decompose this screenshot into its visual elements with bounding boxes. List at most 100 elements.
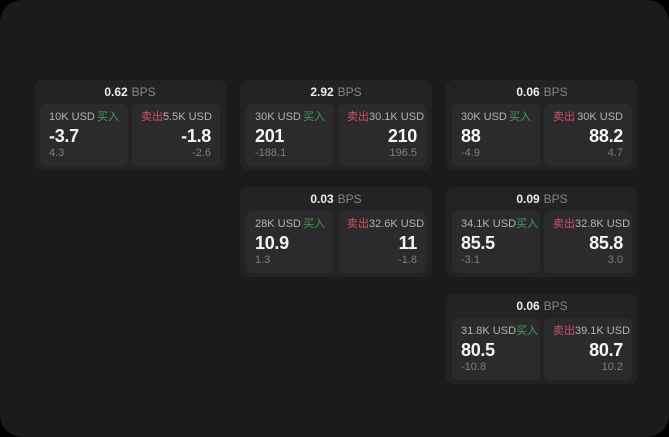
buy-price: 85.5 xyxy=(461,233,495,253)
spread-header: 0.09 BPS xyxy=(446,187,638,211)
sell-size: 30.1K USD xyxy=(369,111,425,123)
sell-panel-top: 卖出 39.1K USD xyxy=(553,325,630,338)
quote-card: 0.03 BPS 28K USD 买入 10.9 1.3 卖出 32.6K US… xyxy=(240,187,432,277)
sell-size: 32.8K USD xyxy=(575,218,631,230)
sell-panel-top: 卖出 30K USD xyxy=(553,111,623,124)
buy-side-label: 买入 xyxy=(303,111,325,123)
sell-delta: 196.5 xyxy=(389,147,417,159)
buy-panel-top: 31.8K USD 买入 xyxy=(461,325,538,338)
buy-delta: 1.3 xyxy=(255,254,271,266)
buy-panel[interactable]: 10K USD 买入 -3.7 4.3 xyxy=(40,104,128,166)
quote-card: 0.06 BPS 31.8K USD 买入 80.5 -10.8 卖出 39.1… xyxy=(446,294,638,384)
sell-price: -1.8 xyxy=(181,126,211,146)
spread-header: 0.03 BPS xyxy=(240,187,432,211)
buy-side-label: 买入 xyxy=(303,218,325,230)
sell-delta: -1.8 xyxy=(398,254,417,266)
sell-price: 88.2 xyxy=(589,126,623,146)
spread-header: 0.06 BPS xyxy=(446,80,638,104)
sell-size: 30K USD xyxy=(577,111,623,123)
sell-delta: 3.0 xyxy=(607,254,623,266)
quote-panels: 10K USD 买入 -3.7 4.3 卖出 5.5K USD -1.8 -2.… xyxy=(34,104,226,172)
buy-delta: -3.1 xyxy=(461,254,480,266)
buy-size: 34.1K USD xyxy=(461,218,517,230)
spread-value: 0.06 xyxy=(516,85,540,99)
sell-side-label: 卖出 xyxy=(141,111,163,123)
sell-panel[interactable]: 卖出 30.1K USD 210 196.5 xyxy=(338,104,426,166)
quote-panels: 34.1K USD 买入 85.5 -3.1 卖出 32.8K USD 85.8… xyxy=(446,211,638,279)
buy-price: 10.9 xyxy=(255,233,289,253)
sell-panel[interactable]: 卖出 32.6K USD 11 -1.8 xyxy=(338,211,426,273)
buy-panel[interactable]: 31.8K USD 买入 80.5 -10.8 xyxy=(452,318,540,380)
buy-price: -3.7 xyxy=(49,126,79,146)
quote-card: 0.62 BPS 10K USD 买入 -3.7 4.3 卖出 5.5K USD xyxy=(34,80,226,170)
spread-value: 0.09 xyxy=(516,192,540,206)
buy-delta: -188.1 xyxy=(255,147,287,159)
buy-price: 88 xyxy=(461,126,481,146)
quote-panels: 30K USD 买入 201 -188.1 卖出 30.1K USD 210 1… xyxy=(240,104,432,172)
buy-panel[interactable]: 28K USD 买入 10.9 1.3 xyxy=(246,211,334,273)
buy-panel-top: 30K USD 买入 xyxy=(255,111,325,124)
buy-panel[interactable]: 30K USD 买入 88 -4.9 xyxy=(452,104,540,166)
buy-side-label: 买入 xyxy=(97,111,119,123)
spread-unit: BPS xyxy=(543,299,568,313)
sell-panel-top: 卖出 5.5K USD xyxy=(141,111,212,124)
sell-price: 210 xyxy=(387,126,417,146)
buy-panel-top: 28K USD 买入 xyxy=(255,218,325,231)
sell-delta: 4.7 xyxy=(607,147,623,159)
sell-panel-top: 卖出 32.8K USD xyxy=(553,218,630,231)
spread-header: 2.92 BPS xyxy=(240,80,432,104)
quote-panels: 28K USD 买入 10.9 1.3 卖出 32.6K USD 11 -1.8 xyxy=(240,211,432,279)
quote-card: 2.92 BPS 30K USD 买入 201 -188.1 卖出 30.1K … xyxy=(240,80,432,170)
sell-panel[interactable]: 卖出 32.8K USD 85.8 3.0 xyxy=(544,211,632,273)
buy-delta: -10.8 xyxy=(461,361,487,373)
quote-panels: 30K USD 买入 88 -4.9 卖出 30K USD 88.2 4.7 xyxy=(446,104,638,172)
sell-size: 39.1K USD xyxy=(575,325,631,337)
buy-side-label: 买入 xyxy=(516,325,539,337)
spread-value: 0.62 xyxy=(104,85,128,99)
buy-size: 30K USD xyxy=(461,111,507,123)
spread-unit: BPS xyxy=(543,192,568,206)
sell-price: 80.7 xyxy=(589,340,623,360)
quote-card: 0.09 BPS 34.1K USD 买入 85.5 -3.1 卖出 32.8K… xyxy=(446,187,638,277)
buy-panel-top: 10K USD 买入 xyxy=(49,111,119,124)
sell-size: 5.5K USD xyxy=(163,111,212,123)
sell-side-label: 卖出 xyxy=(347,218,369,230)
buy-side-label: 买入 xyxy=(516,218,539,230)
sell-price: 85.8 xyxy=(589,233,623,253)
buy-size: 10K USD xyxy=(49,111,95,123)
spread-header: 0.06 BPS xyxy=(446,294,638,318)
spread-value: 2.92 xyxy=(310,85,334,99)
sell-side-label: 卖出 xyxy=(553,325,575,337)
spread-unit: BPS xyxy=(337,85,362,99)
sell-panel[interactable]: 卖出 39.1K USD 80.7 10.2 xyxy=(544,318,632,380)
buy-size: 30K USD xyxy=(255,111,301,123)
sell-delta: 10.2 xyxy=(601,361,623,373)
sell-panel-top: 卖出 32.6K USD xyxy=(347,218,424,231)
sell-panel[interactable]: 卖出 30K USD 88.2 4.7 xyxy=(544,104,632,166)
spread-header: 0.62 BPS xyxy=(34,80,226,104)
sell-side-label: 卖出 xyxy=(553,218,575,230)
buy-price: 201 xyxy=(255,126,285,146)
buy-delta: -4.9 xyxy=(461,147,480,159)
buy-panel-top: 30K USD 买入 xyxy=(461,111,531,124)
buy-side-label: 买入 xyxy=(509,111,531,123)
buy-panel[interactable]: 30K USD 买入 201 -188.1 xyxy=(246,104,334,166)
sell-price: 11 xyxy=(398,233,418,253)
sell-panel[interactable]: 卖出 5.5K USD -1.8 -2.6 xyxy=(132,104,220,166)
buy-size: 28K USD xyxy=(255,218,301,230)
buy-panel[interactable]: 34.1K USD 买入 85.5 -3.1 xyxy=(452,211,540,273)
buy-size: 31.8K USD xyxy=(461,325,517,337)
spread-unit: BPS xyxy=(131,85,156,99)
sell-side-label: 卖出 xyxy=(553,111,575,123)
spread-value: 0.03 xyxy=(310,192,334,206)
spread-unit: BPS xyxy=(337,192,362,206)
quote-card: 0.06 BPS 30K USD 买入 88 -4.9 卖出 30K USD xyxy=(446,80,638,170)
spread-value: 0.06 xyxy=(516,299,540,313)
sell-side-label: 卖出 xyxy=(347,111,369,123)
buy-price: 80.5 xyxy=(461,340,495,360)
sell-size: 32.6K USD xyxy=(369,218,425,230)
quote-grid: 0.62 BPS 10K USD 买入 -3.7 4.3 卖出 5.5K USD xyxy=(34,80,638,384)
quote-panels: 31.8K USD 买入 80.5 -10.8 卖出 39.1K USD 80.… xyxy=(446,318,638,386)
buy-delta: 4.3 xyxy=(49,147,65,159)
